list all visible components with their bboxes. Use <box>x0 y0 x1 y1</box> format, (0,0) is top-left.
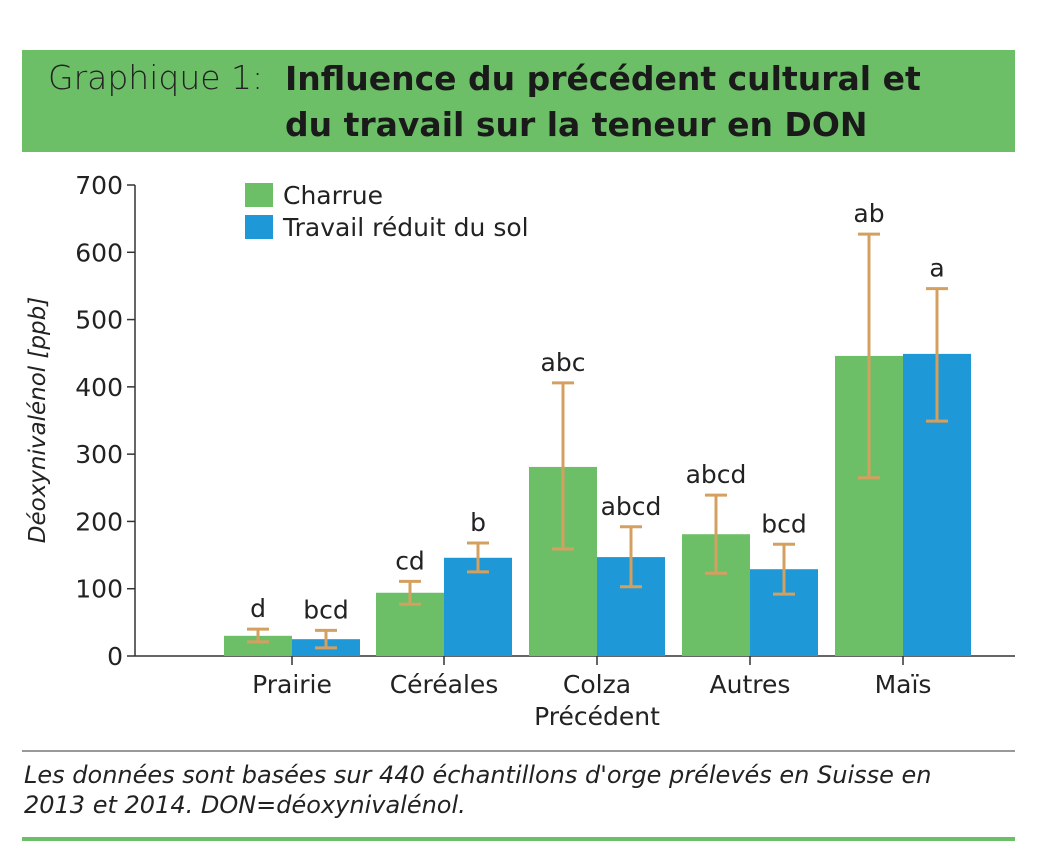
x-tick-label: Céréales <box>390 670 499 699</box>
x-tick-label: Colza <box>563 670 631 699</box>
title-line-2: du travail sur la teneur en DON <box>285 105 868 144</box>
y-tick-label: 300 <box>75 440 123 469</box>
significance-label: ab <box>853 199 884 228</box>
legend-swatch <box>245 183 273 207</box>
significance-label: d <box>250 594 266 623</box>
significance-label: b <box>470 508 486 537</box>
legend-label: Travail réduit du sol <box>282 213 529 242</box>
divider <box>22 750 1015 752</box>
y-tick-label: 500 <box>75 306 123 335</box>
y-axis-label: Déoxynivalénol [ppb] <box>25 297 51 543</box>
significance-label: bcd <box>303 595 348 624</box>
x-tick-label: Prairie <box>252 670 332 699</box>
footnote-line-2: 2013 et 2014. DON=déoxynivalénol. <box>24 791 466 819</box>
significance-label: cd <box>395 546 425 575</box>
figure-number: Graphique 1: <box>48 58 264 97</box>
legend-swatch <box>245 215 273 239</box>
footnote-line-1: Les données sont basées sur 440 échantil… <box>24 761 932 789</box>
y-tick-label: 100 <box>75 575 123 604</box>
bottom-rule <box>22 837 1015 841</box>
y-tick-label: 400 <box>75 373 123 402</box>
significance-label: a <box>929 254 944 283</box>
title-line-1: Influence du précédent cultural et <box>285 59 921 98</box>
y-tick-label: 600 <box>75 238 123 267</box>
chart-title: Influence du précédent cultural et du tr… <box>285 56 921 148</box>
y-tick-label: 200 <box>75 507 123 536</box>
legend-label: Charrue <box>283 181 383 210</box>
significance-label: bcd <box>761 509 806 538</box>
y-tick-label: 0 <box>107 642 123 671</box>
title-band <box>22 50 1015 152</box>
x-tick-label: Autres <box>710 670 791 699</box>
bar-reduit <box>444 557 512 656</box>
significance-label: abc <box>541 348 586 377</box>
significance-label: abcd <box>601 492 662 521</box>
x-axis-label: Précédent <box>534 702 660 731</box>
significance-label: abcd <box>686 460 747 489</box>
footnote: Les données sont basées sur 440 échantil… <box>24 760 1014 820</box>
bar-charrue <box>224 635 292 656</box>
x-tick-label: Maïs <box>875 670 932 699</box>
y-tick-label: 700 <box>75 171 123 200</box>
